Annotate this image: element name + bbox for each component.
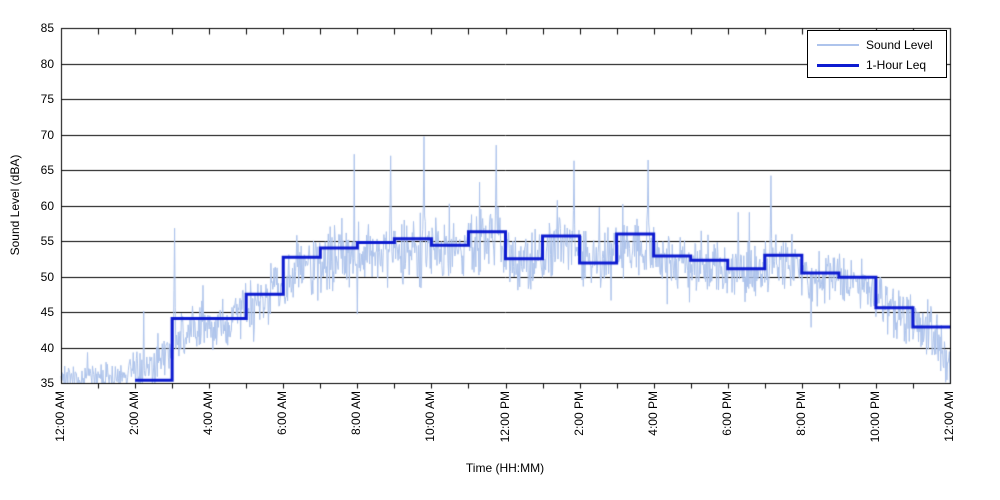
x-tick-label: 8:00 AM [349,391,364,436]
x-tick-label: 10:00 PM [867,391,882,443]
x-axis-title: Time (HH:MM) [465,461,545,475]
y-tick-label: 45 [40,305,54,319]
x-tick-label: 2:00 PM [571,391,586,436]
x-tick-label: 2:00 AM [127,391,142,436]
leq-line-swatch [817,63,859,67]
legend: Sound Level 1-Hour Leq [807,30,947,78]
x-tick-label: 6:00 AM [275,391,290,436]
sound-level-line-swatch [817,44,859,46]
x-tick-label: 12:00 AM [53,391,67,442]
y-tick-label: 35 [40,376,54,390]
legend-entry-sound-level: Sound Level [817,35,946,55]
x-tick-label: 8:00 PM [793,391,808,436]
y-tick-label: 50 [40,269,54,284]
x-tick-label: 12:00 AM [942,391,956,442]
x-tick-label: 6:00 PM [719,391,734,436]
x-tick-label: 4:00 AM [201,391,216,436]
y-tick-label: 40 [40,340,54,355]
x-tick-label: 4:00 PM [645,391,660,436]
y-axis-title: Sound Level (dBA) [8,154,22,256]
y-tick-label: 80 [40,56,54,71]
legend-label-1-hour-leq: 1-Hour Leq [866,58,927,72]
x-tick-label: 10:00 AM [423,391,438,442]
y-tick-label: 55 [40,234,54,248]
x-tick-label: 12:00 PM [497,391,512,443]
y-tick-label: 60 [40,198,54,213]
y-tick-label: 65 [40,163,54,177]
legend-label-sound-level: Sound Level [866,38,933,52]
y-tick-label: 85 [40,21,54,35]
y-tick-label: 75 [40,92,54,106]
legend-entry-1-hour-leq: 1-Hour Leq [817,55,946,75]
y-tick-label: 70 [40,127,54,142]
